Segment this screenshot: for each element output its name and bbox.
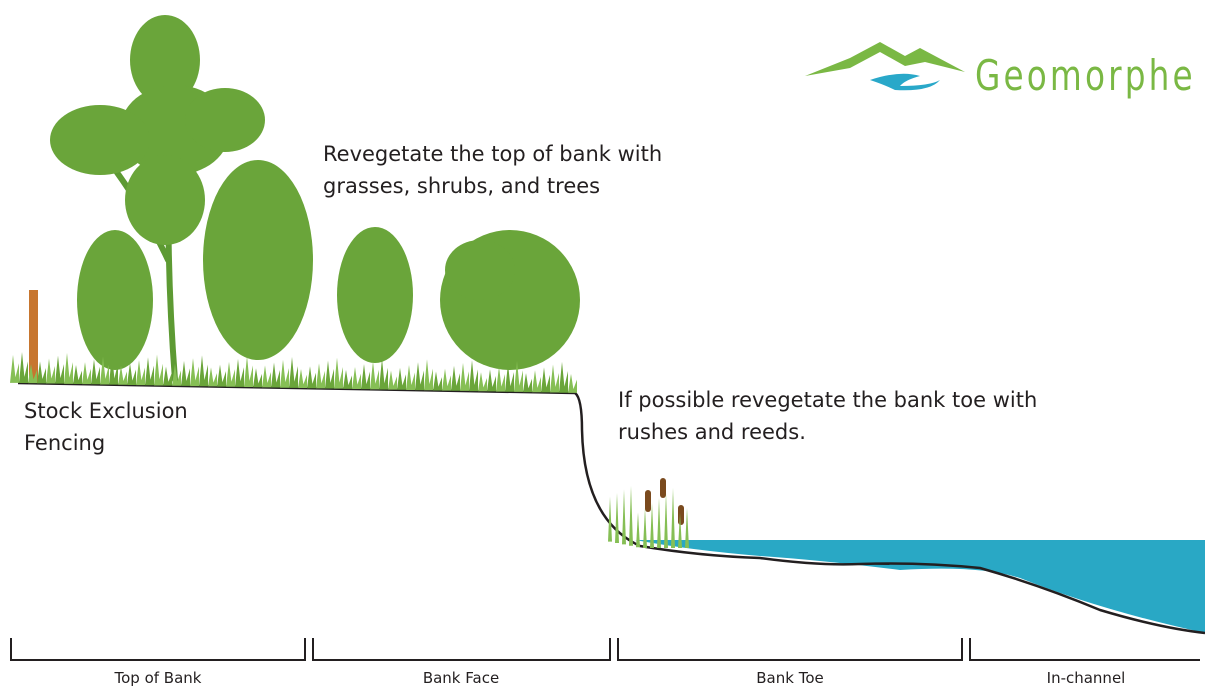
annotation-text: grasses, shrubs, and trees	[323, 174, 600, 198]
grass-blade	[568, 374, 577, 393]
grass-blade	[190, 358, 199, 386]
grass-blade	[10, 355, 19, 383]
grass-blade	[559, 362, 568, 393]
reed-blade	[615, 493, 619, 543]
annotation-text: rushes and reeds.	[618, 420, 806, 444]
grass-blade	[397, 368, 406, 390]
grass-blade	[82, 362, 91, 384]
grass-blade	[208, 367, 217, 386]
grass-blade	[307, 366, 316, 388]
grass-blade	[217, 365, 226, 387]
grass-blade	[415, 362, 424, 390]
grass-blade	[127, 363, 136, 385]
grass-blade	[226, 362, 235, 387]
annotation-text: Stock Exclusion	[24, 399, 188, 423]
zone-label: Bank Face	[423, 669, 499, 687]
grass-blade	[235, 359, 244, 387]
grass-blade	[343, 370, 352, 389]
grass-blade	[469, 360, 478, 391]
grass-blade	[280, 360, 289, 388]
zone-label: In-channel	[1047, 669, 1126, 687]
grass-blade	[496, 367, 505, 392]
reed-blade	[608, 497, 612, 542]
grass-blade	[253, 368, 262, 387]
grass-blade	[451, 366, 460, 391]
grass-blade	[37, 361, 46, 383]
zone-bracket	[618, 638, 962, 660]
annotation-text: Fencing	[24, 431, 105, 455]
shrub	[337, 227, 413, 363]
shrub	[77, 230, 153, 370]
zone-label: Bank Toe	[756, 669, 823, 687]
grass-blade	[442, 369, 451, 391]
shrub	[203, 160, 313, 360]
logo-text: Geomorphe	[975, 51, 1196, 100]
reed-blade	[643, 508, 647, 548]
grass-blade	[181, 361, 190, 386]
grass-blade	[406, 365, 415, 390]
shrub	[445, 240, 515, 300]
reed-blade	[685, 508, 689, 548]
grass-blade	[55, 356, 64, 384]
grass-blade	[289, 357, 298, 388]
zone-label: Top of Bank	[114, 669, 202, 687]
grass-blade	[541, 367, 550, 392]
grass-blade	[424, 359, 433, 390]
grass-blade	[334, 358, 343, 389]
grass-blade	[325, 361, 334, 389]
grass-blade	[460, 363, 469, 391]
grass-blade	[145, 357, 154, 385]
tree-canopy	[125, 155, 205, 245]
grass-blade	[163, 367, 172, 386]
zone-bracket	[970, 638, 1200, 660]
ground-line	[18, 383, 1205, 633]
zone-bracket	[11, 638, 305, 660]
grass-blade	[73, 365, 82, 384]
grass-blade	[136, 360, 145, 385]
annotation-text: If possible revegetate the bank toe with	[618, 388, 1037, 412]
grass-blade	[154, 354, 163, 385]
annotation-text: Revegetate the top of bank with	[323, 142, 662, 166]
grass-blade	[523, 373, 532, 392]
grass-blade	[388, 371, 397, 390]
tree-canopy	[185, 88, 265, 152]
grass-blade	[262, 365, 271, 387]
reed-blade	[636, 512, 640, 547]
cattail	[678, 505, 684, 525]
cattail	[645, 490, 651, 512]
grass-blade	[199, 355, 208, 386]
grass-blade	[433, 371, 442, 390]
grass-blade	[550, 365, 559, 393]
grass-blade	[352, 367, 361, 389]
reed-blade	[664, 493, 668, 548]
grass-blade	[316, 363, 325, 388]
grass-blade	[19, 352, 28, 383]
reeds	[608, 478, 689, 548]
grass-blade	[64, 353, 73, 384]
logo-river	[870, 74, 940, 91]
grass-blade	[46, 359, 55, 384]
grass-blade	[379, 358, 388, 389]
logo: Geomorphe	[805, 42, 1196, 100]
grass-blade	[532, 370, 541, 392]
tree-canopy	[50, 105, 150, 175]
cattail	[660, 478, 666, 498]
reed-blade	[622, 489, 626, 544]
reed-blade	[629, 486, 633, 546]
grass-blade	[487, 369, 496, 391]
grass-blade	[370, 361, 379, 389]
zone-bracket	[313, 638, 610, 660]
grass-blade	[271, 363, 280, 388]
reed-blade	[657, 498, 661, 548]
grass-blade	[361, 364, 370, 389]
diagram: Geomorphe Revegetate the top of bank wit…	[0, 0, 1205, 691]
grass-blade	[478, 372, 487, 391]
water	[635, 540, 1205, 633]
grass-blade	[298, 369, 307, 388]
grass-blade	[244, 356, 253, 387]
logo-mountains	[805, 42, 965, 76]
reed-blade	[671, 488, 675, 548]
